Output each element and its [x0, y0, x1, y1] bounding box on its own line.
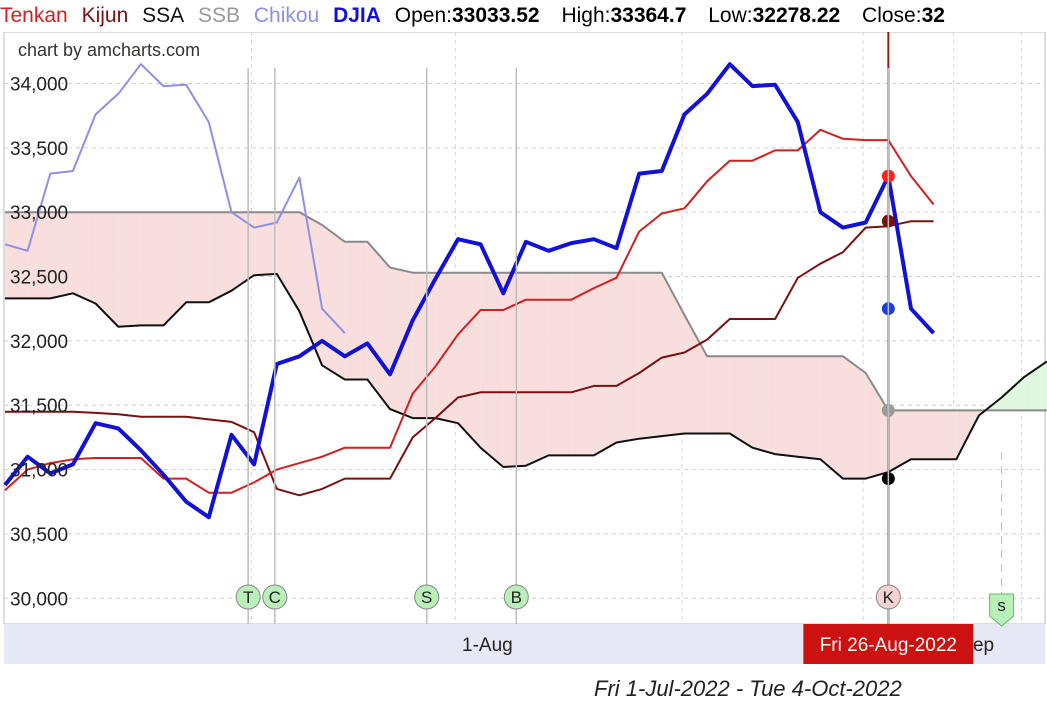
cloud-segment	[435, 272, 458, 424]
event-marker	[875, 584, 901, 610]
y-tick-label: 31,000	[10, 461, 68, 482]
cloud-segment	[729, 356, 753, 448]
cloud-segment	[684, 315, 708, 434]
event-label: T	[243, 588, 253, 607]
y-tick-label: 33,000	[10, 203, 68, 224]
cloud-segment	[797, 356, 821, 460]
event-marker	[414, 584, 440, 610]
x-tick-label: 1-Aug	[462, 635, 513, 656]
high-value: 33364.7	[610, 4, 687, 27]
cloud-segment	[548, 272, 572, 456]
cloud-segment	[186, 212, 209, 303]
cloud-segment	[254, 212, 277, 276]
tenkan-line	[4, 128, 935, 494]
y-tick-label: 31,500	[10, 396, 68, 417]
cloud-segment	[276, 212, 300, 312]
cloud-segment	[231, 212, 255, 291]
event-flag	[989, 593, 1015, 627]
cloud-segment	[911, 410, 934, 460]
event-label: S	[421, 588, 432, 607]
cloud-segment	[593, 272, 617, 456]
event-label: C	[269, 588, 281, 607]
legend-ssb[interactable]: SSB	[197, 4, 241, 27]
cloud-segment	[5, 212, 28, 299]
y-tick-label: 32,500	[10, 268, 68, 289]
cursor-date-box	[803, 624, 974, 664]
cloud-segment	[208, 212, 232, 303]
y-tick-label: 30,500	[10, 525, 68, 546]
y-tick-label: 33,500	[10, 139, 68, 160]
cloud-segment	[458, 272, 481, 448]
event-marker	[503, 584, 529, 610]
chikou-line	[4, 63, 346, 334]
event-marker	[262, 584, 288, 610]
cloud-segment	[888, 410, 911, 473]
cloud-segment	[72, 212, 96, 304]
legend-tenkan[interactable]: Tenkan	[0, 4, 68, 27]
kijun-line	[5, 220, 934, 497]
ssa-line	[5, 272, 1047, 480]
cloud-segment	[752, 356, 776, 455]
cloud-segment	[571, 272, 594, 456]
cloud-segment	[322, 225, 345, 380]
y-tick-label: 34,000	[10, 74, 68, 95]
event-label: s	[997, 596, 1006, 615]
ssb-line	[5, 211, 1047, 412]
event-label: K	[883, 588, 895, 607]
cloud-segment	[480, 272, 504, 467]
cloud-segment	[95, 212, 119, 327]
low-value: 32278.22	[752, 4, 841, 27]
high-label: High:	[561, 4, 611, 27]
cloud-segment	[775, 356, 798, 457]
cloud-segment	[616, 272, 640, 443]
cloud-segment	[163, 212, 187, 326]
cloud-segment	[503, 272, 526, 467]
amcharts-credit[interactable]: chart by amcharts.com	[18, 40, 200, 60]
cloud-segment	[118, 212, 141, 327]
price-line	[3, 62, 936, 520]
cloud-segment	[707, 356, 730, 434]
ichimoku-cloud	[5, 212, 1047, 479]
cloud-segment	[344, 241, 368, 380]
date-range-label: Fri 1-Jul-2022 - Tue 4-Oct-2022	[594, 676, 902, 701]
cloud-segment	[50, 212, 73, 299]
ichimoku-chart[interactable]: chart by amcharts.com 34,000 33,500 33,000…	[0, 32, 1047, 672]
cursor-date-label: Fri 26-Aug-2022	[820, 635, 957, 656]
cloud-segment	[820, 356, 844, 479]
y-tick-label: 30,000	[10, 589, 68, 610]
legend-symbol[interactable]: DJIA	[333, 4, 381, 27]
cloud-segment	[299, 212, 323, 366]
cloud-segment	[140, 212, 164, 326]
crosshair-cursor[interactable]: Fri 26-Aug-2022	[803, 32, 974, 664]
open-label: Open:	[394, 4, 452, 27]
series-lines	[3, 62, 1047, 520]
close-value: 32	[921, 4, 945, 27]
legend-chikou[interactable]: Chikou	[253, 4, 320, 27]
legend-kijun[interactable]: Kijun	[81, 4, 129, 27]
close-label: Close:	[862, 4, 922, 27]
cloud-segment	[525, 272, 549, 466]
event-marker	[235, 584, 261, 610]
legend-ssa[interactable]: SSA	[142, 4, 185, 27]
cloud-segment	[933, 410, 957, 460]
cloud-segment	[865, 373, 889, 479]
open-value: 33033.52	[452, 4, 540, 27]
chart-legend: Tenkan Kijun SSA SSB Chikou DJIA Open:33…	[0, 0, 1047, 32]
cloud-segment	[639, 272, 662, 439]
y-tick-label: 32,000	[10, 332, 68, 353]
low-label: Low:	[708, 4, 753, 27]
cloud-segment	[843, 356, 866, 479]
cloud-segment	[1001, 376, 1025, 411]
event-label: B	[511, 588, 522, 607]
y-axis-labels: 34,000 33,500 33,000 32,500 32,000 31,500 31,0…	[10, 74, 68, 610]
cloud-segment	[412, 272, 436, 419]
